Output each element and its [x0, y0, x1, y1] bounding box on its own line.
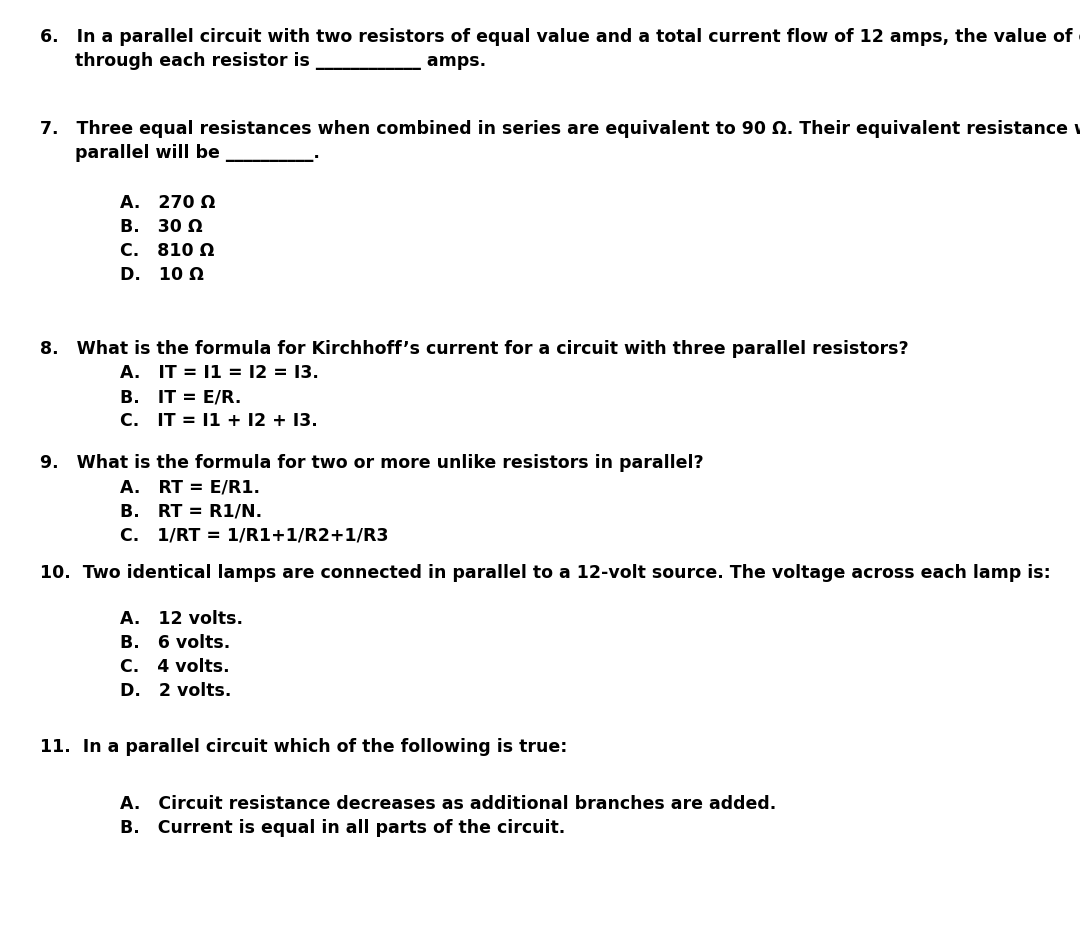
Text: C.   810 Ω: C. 810 Ω — [120, 242, 214, 260]
Text: 10.  Two identical lamps are connected in parallel to a 12-volt source. The volt: 10. Two identical lamps are connected in… — [40, 564, 1051, 582]
Text: A.   Circuit resistance decreases as additional branches are added.: A. Circuit resistance decreases as addit… — [120, 795, 777, 813]
Text: A.   270 Ω: A. 270 Ω — [120, 194, 215, 212]
Text: 7.   Three equal resistances when combined in series are equivalent to 90 Ω. The: 7. Three equal resistances when combined… — [40, 120, 1080, 138]
Text: 9.   What is the formula for two or more unlike resistors in parallel?: 9. What is the formula for two or more u… — [40, 454, 704, 472]
Text: C.   4 volts.: C. 4 volts. — [120, 658, 230, 676]
Text: through each resistor is ____________ amps.: through each resistor is ____________ am… — [75, 52, 486, 70]
Text: A.   IT = I1 = I2 = I3.: A. IT = I1 = I2 = I3. — [120, 364, 319, 382]
Text: D.   2 volts.: D. 2 volts. — [120, 682, 231, 700]
Text: parallel will be __________.: parallel will be __________. — [75, 144, 320, 162]
Text: B.   Current is equal in all parts of the circuit.: B. Current is equal in all parts of the … — [120, 819, 565, 837]
Text: 8.   What is the formula for Kirchhoff’s current for a circuit with three parall: 8. What is the formula for Kirchhoff’s c… — [40, 340, 908, 358]
Text: C.   IT = I1 + I2 + I3.: C. IT = I1 + I2 + I3. — [120, 412, 318, 430]
Text: B.   IT = E/R.: B. IT = E/R. — [120, 388, 241, 406]
Text: D.   10 Ω: D. 10 Ω — [120, 266, 204, 284]
Text: A.   RT = E/R1.: A. RT = E/R1. — [120, 478, 260, 496]
Text: B.   6 volts.: B. 6 volts. — [120, 634, 230, 652]
Text: 6.   In a parallel circuit with two resistors of equal value and a total current: 6. In a parallel circuit with two resist… — [40, 28, 1080, 46]
Text: 11.  In a parallel circuit which of the following is true:: 11. In a parallel circuit which of the f… — [40, 738, 567, 756]
Text: C.   1/RT = 1/R1+1/R2+1/R3: C. 1/RT = 1/R1+1/R2+1/R3 — [120, 526, 389, 544]
Text: B.   RT = R1/N.: B. RT = R1/N. — [120, 502, 262, 520]
Text: A.   12 volts.: A. 12 volts. — [120, 610, 243, 628]
Text: B.   30 Ω: B. 30 Ω — [120, 218, 203, 236]
